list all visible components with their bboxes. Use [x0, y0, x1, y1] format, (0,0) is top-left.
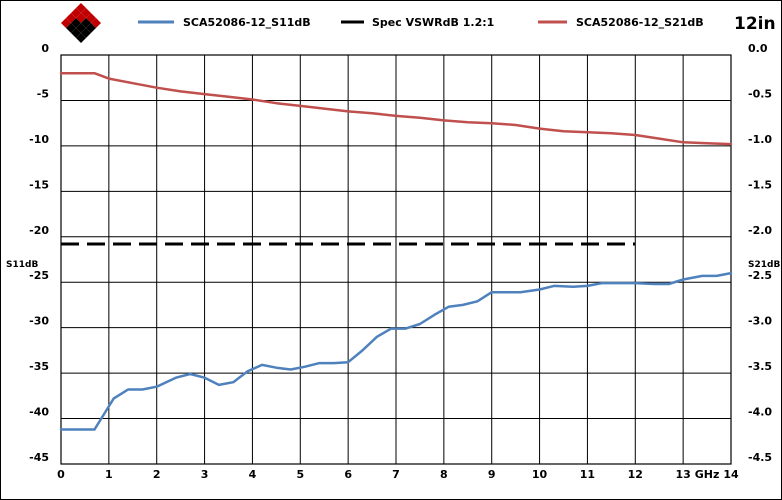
x-tick-label: 8 — [440, 468, 448, 481]
y-right-tick-label: -2.0 — [748, 224, 772, 237]
y-left-tick-label: -30 — [29, 315, 49, 328]
y-axis-right-label: S21dB — [748, 260, 780, 270]
y-right-tick-label: 0.0 — [748, 42, 768, 55]
x-tick-label: 6 — [344, 468, 352, 481]
series-line-3 — [59, 71, 733, 146]
y-left-tick-label: -20 — [29, 224, 49, 237]
y-right-tick-label: -1.5 — [748, 178, 772, 191]
y-left-tick-label: 0 — [41, 42, 49, 55]
y-left-tick-label: -15 — [29, 178, 49, 191]
y-left-tick-label: -10 — [29, 133, 49, 146]
y-axis-left-label: S11dB — [6, 260, 38, 270]
y-right-tick-label: -1.0 — [748, 133, 772, 146]
y-right-tick-label: -4.5 — [748, 451, 772, 464]
y-left-tick-label: -35 — [29, 360, 49, 373]
company-logo — [61, 3, 101, 43]
tick-labels: 0 1 2 3 4 5 6 7 8 9 10 11 12 13 140-5-10-15-20-25-30-3… — [29, 42, 772, 481]
y-left-tick-label: -40 — [29, 406, 49, 419]
legend-label-1: SCA52086-12_S11dB — [183, 16, 311, 29]
series-line-1 — [59, 271, 733, 431]
x-tick-label: 5 — [296, 468, 304, 481]
x-tick-label: 9 — [488, 468, 496, 481]
x-tick-label: 12 — [628, 468, 643, 481]
x-tick-label: 1 — [105, 468, 113, 481]
length-badge: 12in — [734, 14, 776, 34]
y-left-tick-label: -5 — [37, 87, 49, 100]
x-tick-label: 4 — [249, 468, 257, 481]
y-left-tick-label: -45 — [29, 451, 49, 464]
x-tick-label: 2 — [153, 468, 161, 481]
x-tick-label: 11 — [580, 468, 595, 481]
x-tick-label: 14 — [723, 468, 739, 481]
x-tick-label: 7 — [392, 468, 400, 481]
logo-diamond — [76, 33, 86, 43]
y-right-tick-label: -0.5 — [748, 87, 772, 100]
plot-area — [59, 71, 733, 431]
x-tick-label: 3 — [201, 468, 209, 481]
x-axis-unit-label: GHz — [695, 468, 720, 481]
y-right-tick-label: -4.0 — [748, 406, 772, 419]
x-tick-label: 10 — [532, 468, 548, 481]
legend-label-3: SCA52086-12_S21dB — [576, 16, 704, 29]
x-tick-label: 0 — [57, 468, 65, 481]
legend: SCA52086-12_S11dB Spec VSWRdB 1.2:1 SCA520… — [138, 16, 704, 29]
y-right-tick-label: -3.0 — [748, 315, 772, 328]
y-right-tick-label: -3.5 — [748, 360, 772, 373]
y-left-tick-label: -25 — [29, 269, 49, 282]
legend-label-2: Spec VSWRdB 1.2:1 — [372, 16, 494, 29]
y-right-tick-label: -2.5 — [748, 269, 772, 282]
x-tick-label: 13 — [675, 468, 690, 481]
